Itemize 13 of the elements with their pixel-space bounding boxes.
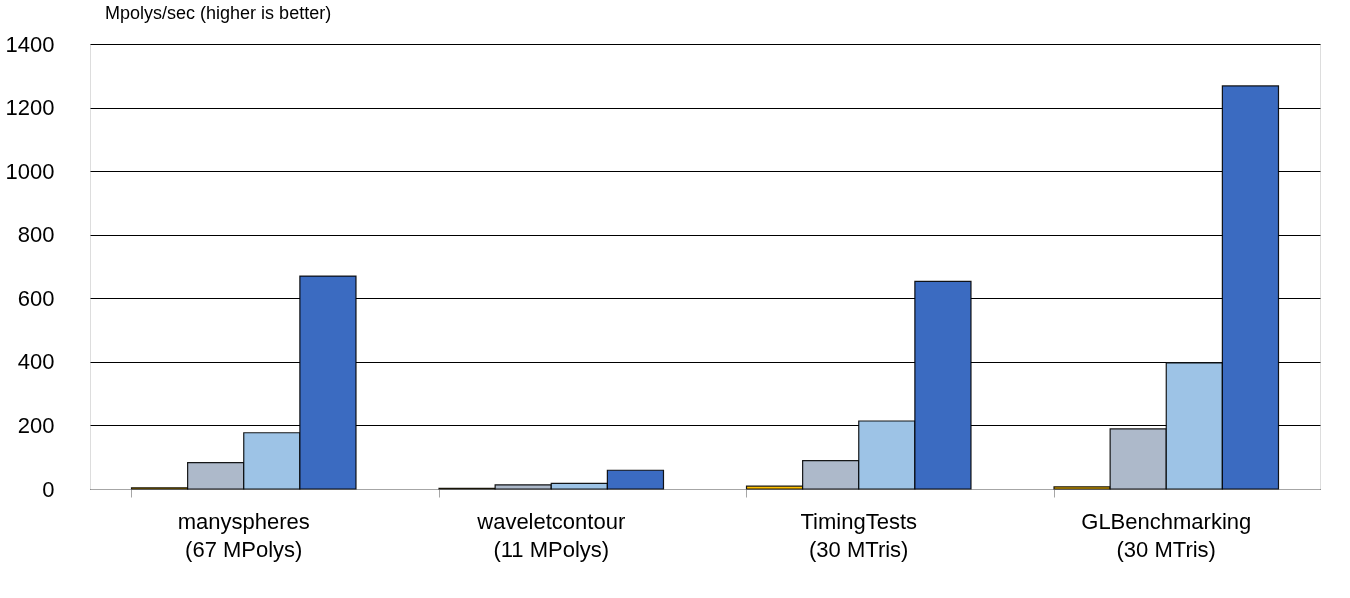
y-tick-label: 1200 — [5, 95, 55, 121]
x-tick-label: waveletcontour (11 MPolys) — [476, 508, 626, 562]
x-tick-label: TimingTests (30 MTris) — [800, 508, 918, 562]
x-tick-label: manyspheres (67 MPolys) — [177, 508, 310, 562]
y-tick-label: 800 — [17, 222, 55, 248]
y-tick-label: 600 — [17, 285, 55, 311]
y-tick-label: 200 — [17, 412, 55, 438]
y-tick-label: 0 — [42, 476, 55, 502]
chart-title: Mpolys/sec (higher is better) — [105, 3, 332, 23]
y-tick-label: 400 — [17, 349, 55, 375]
x-tick-label: GLBenchmarking (30 MTris) — [1081, 508, 1252, 562]
y-tick-label: 1000 — [5, 158, 55, 184]
y-tick-label: 1400 — [5, 31, 55, 57]
